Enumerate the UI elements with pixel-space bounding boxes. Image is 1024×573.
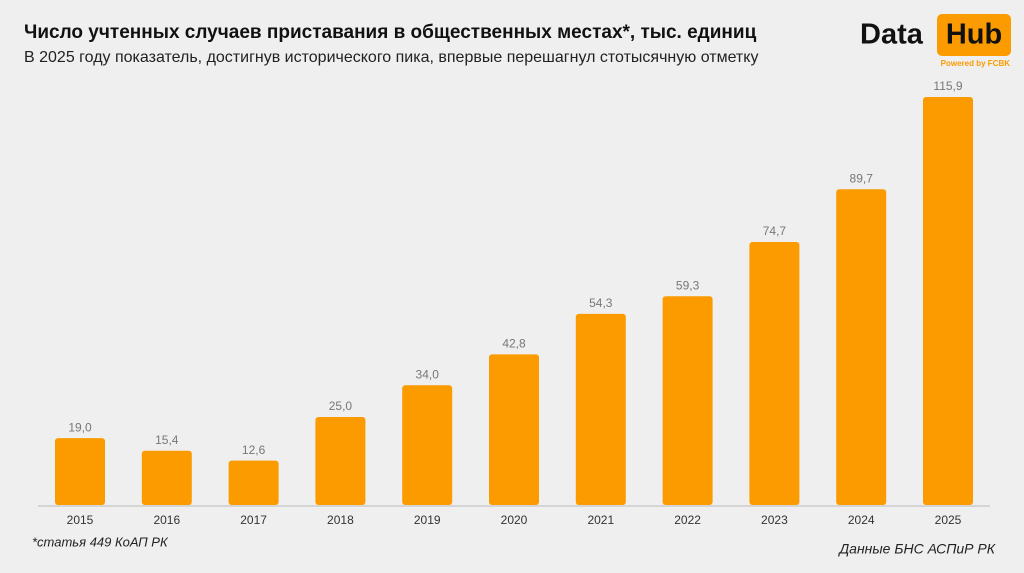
x-tick-label: 2020 (501, 513, 528, 527)
bar (228, 460, 279, 505)
logo-box (937, 14, 1011, 56)
bar (575, 313, 626, 505)
x-tick-label: 2021 (587, 513, 614, 527)
logo-tagline: Powered by FCBK (941, 59, 1011, 68)
chart-title: Число учтенных случаев приставания в общ… (24, 22, 757, 43)
bar (315, 416, 366, 505)
bar (836, 189, 887, 505)
source: Данные БНС АСПиР РК (837, 541, 995, 557)
value-label: 59,3 (676, 278, 700, 292)
bar (141, 450, 192, 505)
bar (55, 438, 105, 505)
value-label: 54,3 (589, 296, 613, 310)
value-label: 25,0 (329, 399, 353, 413)
value-label: 89,7 (850, 171, 874, 185)
x-tick-label: 2023 (761, 513, 788, 527)
x-tick-label: 2015 (67, 513, 94, 527)
value-label: 115,9 (933, 79, 962, 93)
chart-subtitle: В 2025 году показатель, достигнув истори… (24, 49, 758, 66)
x-tick-label: 2019 (414, 513, 441, 527)
value-label: 74,7 (763, 224, 787, 238)
logo-word: Hub (946, 19, 1002, 51)
bar (662, 296, 713, 505)
bar (402, 385, 453, 505)
x-tick-label: 2016 (153, 513, 180, 527)
value-label: 42,8 (502, 337, 526, 351)
bar (923, 97, 973, 505)
value-label: 12,6 (242, 443, 266, 457)
x-tick-label: 2024 (848, 513, 875, 527)
value-label: 15,4 (155, 433, 179, 447)
value-label: 34,0 (416, 367, 440, 381)
footnote: *статья 449 КоАП РК (32, 534, 169, 549)
logo-word: Data (860, 19, 924, 51)
x-tick-label: 2017 (240, 513, 267, 527)
bar (749, 242, 800, 505)
x-tick-label: 2025 (935, 513, 962, 527)
bar (489, 354, 539, 505)
value-label: 19,0 (68, 420, 92, 434)
x-tick-label: 2022 (674, 513, 701, 527)
x-tick-label: 2018 (327, 513, 354, 527)
